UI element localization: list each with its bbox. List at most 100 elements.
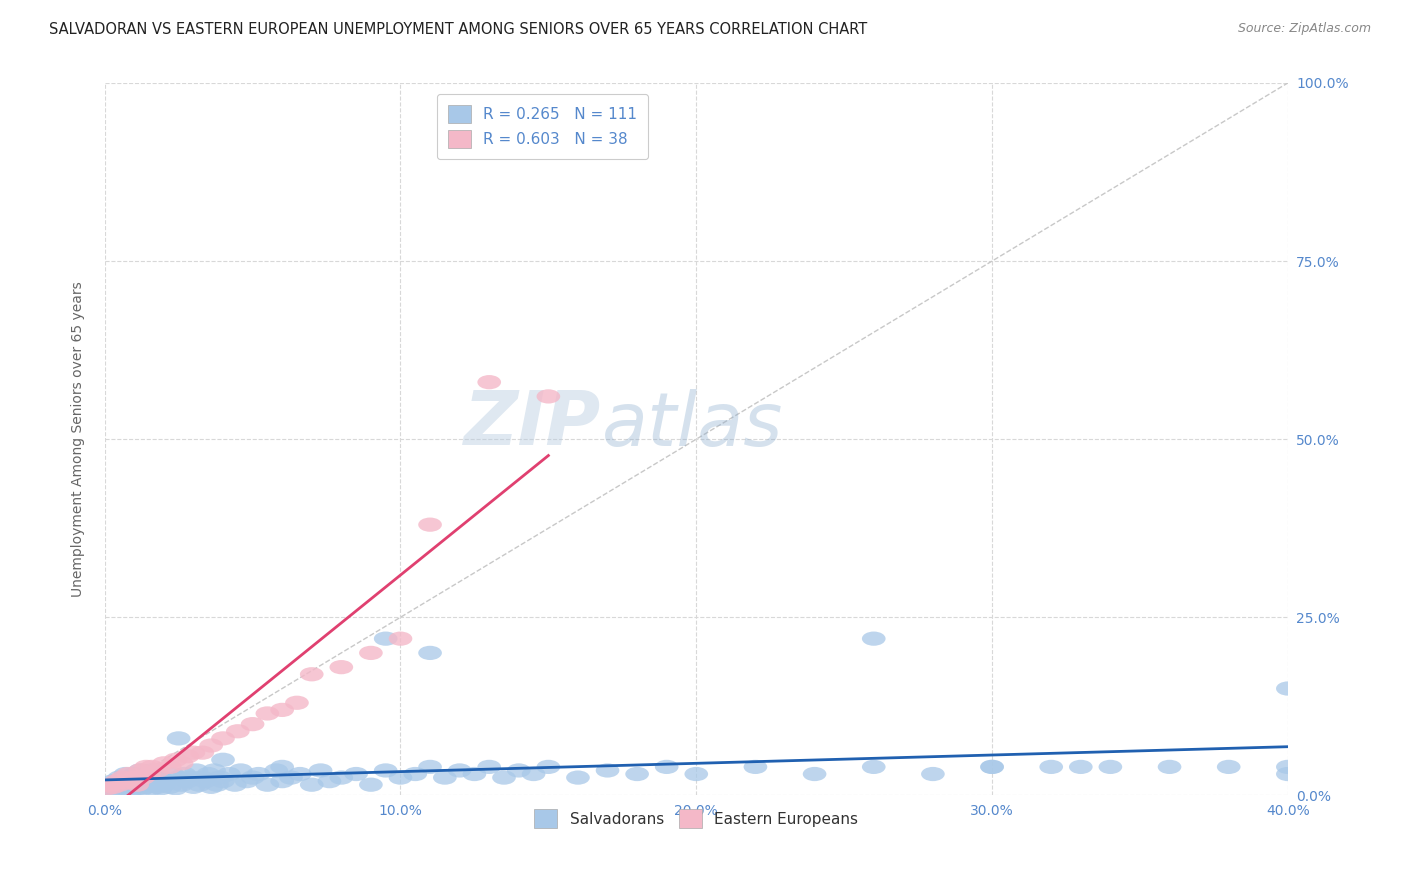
Ellipse shape <box>190 746 214 760</box>
Ellipse shape <box>1098 760 1122 774</box>
Ellipse shape <box>146 764 170 778</box>
Ellipse shape <box>138 767 160 781</box>
Ellipse shape <box>344 767 368 781</box>
Ellipse shape <box>149 781 173 796</box>
Ellipse shape <box>160 767 184 781</box>
Ellipse shape <box>128 778 152 792</box>
Ellipse shape <box>141 760 165 774</box>
Ellipse shape <box>596 764 620 778</box>
Ellipse shape <box>108 771 131 785</box>
Ellipse shape <box>122 767 146 781</box>
Ellipse shape <box>508 764 530 778</box>
Ellipse shape <box>744 760 768 774</box>
Ellipse shape <box>165 781 187 796</box>
Ellipse shape <box>226 724 250 739</box>
Ellipse shape <box>205 778 229 792</box>
Ellipse shape <box>240 771 264 785</box>
Ellipse shape <box>114 775 138 789</box>
Ellipse shape <box>138 771 160 785</box>
Ellipse shape <box>157 760 181 774</box>
Ellipse shape <box>125 781 149 796</box>
Ellipse shape <box>862 760 886 774</box>
Text: atlas: atlas <box>602 389 783 461</box>
Ellipse shape <box>104 775 128 789</box>
Ellipse shape <box>134 760 157 774</box>
Ellipse shape <box>131 781 155 796</box>
Ellipse shape <box>181 780 205 794</box>
Ellipse shape <box>921 767 945 781</box>
Ellipse shape <box>131 771 155 785</box>
Ellipse shape <box>167 731 190 746</box>
Ellipse shape <box>170 778 194 792</box>
Ellipse shape <box>256 706 280 721</box>
Ellipse shape <box>128 764 152 778</box>
Ellipse shape <box>1039 760 1063 774</box>
Ellipse shape <box>655 760 679 774</box>
Ellipse shape <box>104 774 128 789</box>
Ellipse shape <box>184 764 208 778</box>
Ellipse shape <box>374 632 398 646</box>
Ellipse shape <box>980 760 1004 774</box>
Ellipse shape <box>1069 760 1092 774</box>
Ellipse shape <box>1277 681 1299 696</box>
Ellipse shape <box>256 778 280 792</box>
Ellipse shape <box>98 778 122 792</box>
Ellipse shape <box>359 646 382 660</box>
Ellipse shape <box>217 767 240 781</box>
Y-axis label: Unemployment Among Seniors over 65 years: Unemployment Among Seniors over 65 years <box>72 281 86 597</box>
Ellipse shape <box>131 774 155 789</box>
Ellipse shape <box>288 767 312 781</box>
Legend: Salvadorans, Eastern Europeans: Salvadorans, Eastern Europeans <box>529 803 865 834</box>
Ellipse shape <box>101 780 125 794</box>
Ellipse shape <box>117 778 141 792</box>
Ellipse shape <box>374 764 398 778</box>
Ellipse shape <box>418 760 441 774</box>
Ellipse shape <box>1277 760 1299 774</box>
Ellipse shape <box>388 771 412 785</box>
Ellipse shape <box>141 781 165 796</box>
Ellipse shape <box>170 756 194 771</box>
Ellipse shape <box>101 774 125 789</box>
Ellipse shape <box>125 771 149 785</box>
Ellipse shape <box>111 778 134 792</box>
Ellipse shape <box>1157 760 1181 774</box>
Ellipse shape <box>96 781 120 796</box>
Ellipse shape <box>388 632 412 646</box>
Ellipse shape <box>211 731 235 746</box>
Ellipse shape <box>141 764 165 778</box>
Ellipse shape <box>270 703 294 717</box>
Ellipse shape <box>104 780 128 794</box>
Ellipse shape <box>108 778 131 792</box>
Ellipse shape <box>803 767 827 781</box>
Ellipse shape <box>200 780 224 794</box>
Ellipse shape <box>194 774 217 789</box>
Ellipse shape <box>152 756 176 771</box>
Ellipse shape <box>181 746 205 760</box>
Ellipse shape <box>433 771 457 785</box>
Ellipse shape <box>270 774 294 789</box>
Ellipse shape <box>285 696 309 710</box>
Ellipse shape <box>120 774 143 789</box>
Ellipse shape <box>211 753 235 767</box>
Ellipse shape <box>157 780 181 794</box>
Ellipse shape <box>329 771 353 785</box>
Ellipse shape <box>108 781 131 796</box>
Ellipse shape <box>117 767 141 781</box>
Ellipse shape <box>492 771 516 785</box>
Ellipse shape <box>418 517 441 532</box>
Ellipse shape <box>626 767 650 781</box>
Text: Source: ZipAtlas.com: Source: ZipAtlas.com <box>1237 22 1371 36</box>
Ellipse shape <box>114 781 138 796</box>
Ellipse shape <box>143 778 167 792</box>
Ellipse shape <box>152 778 176 792</box>
Ellipse shape <box>165 753 187 767</box>
Ellipse shape <box>211 774 235 789</box>
Ellipse shape <box>202 764 226 778</box>
Ellipse shape <box>134 780 157 794</box>
Ellipse shape <box>299 667 323 681</box>
Ellipse shape <box>128 764 152 778</box>
Ellipse shape <box>200 739 224 753</box>
Ellipse shape <box>134 767 157 781</box>
Ellipse shape <box>463 767 486 781</box>
Ellipse shape <box>173 767 197 781</box>
